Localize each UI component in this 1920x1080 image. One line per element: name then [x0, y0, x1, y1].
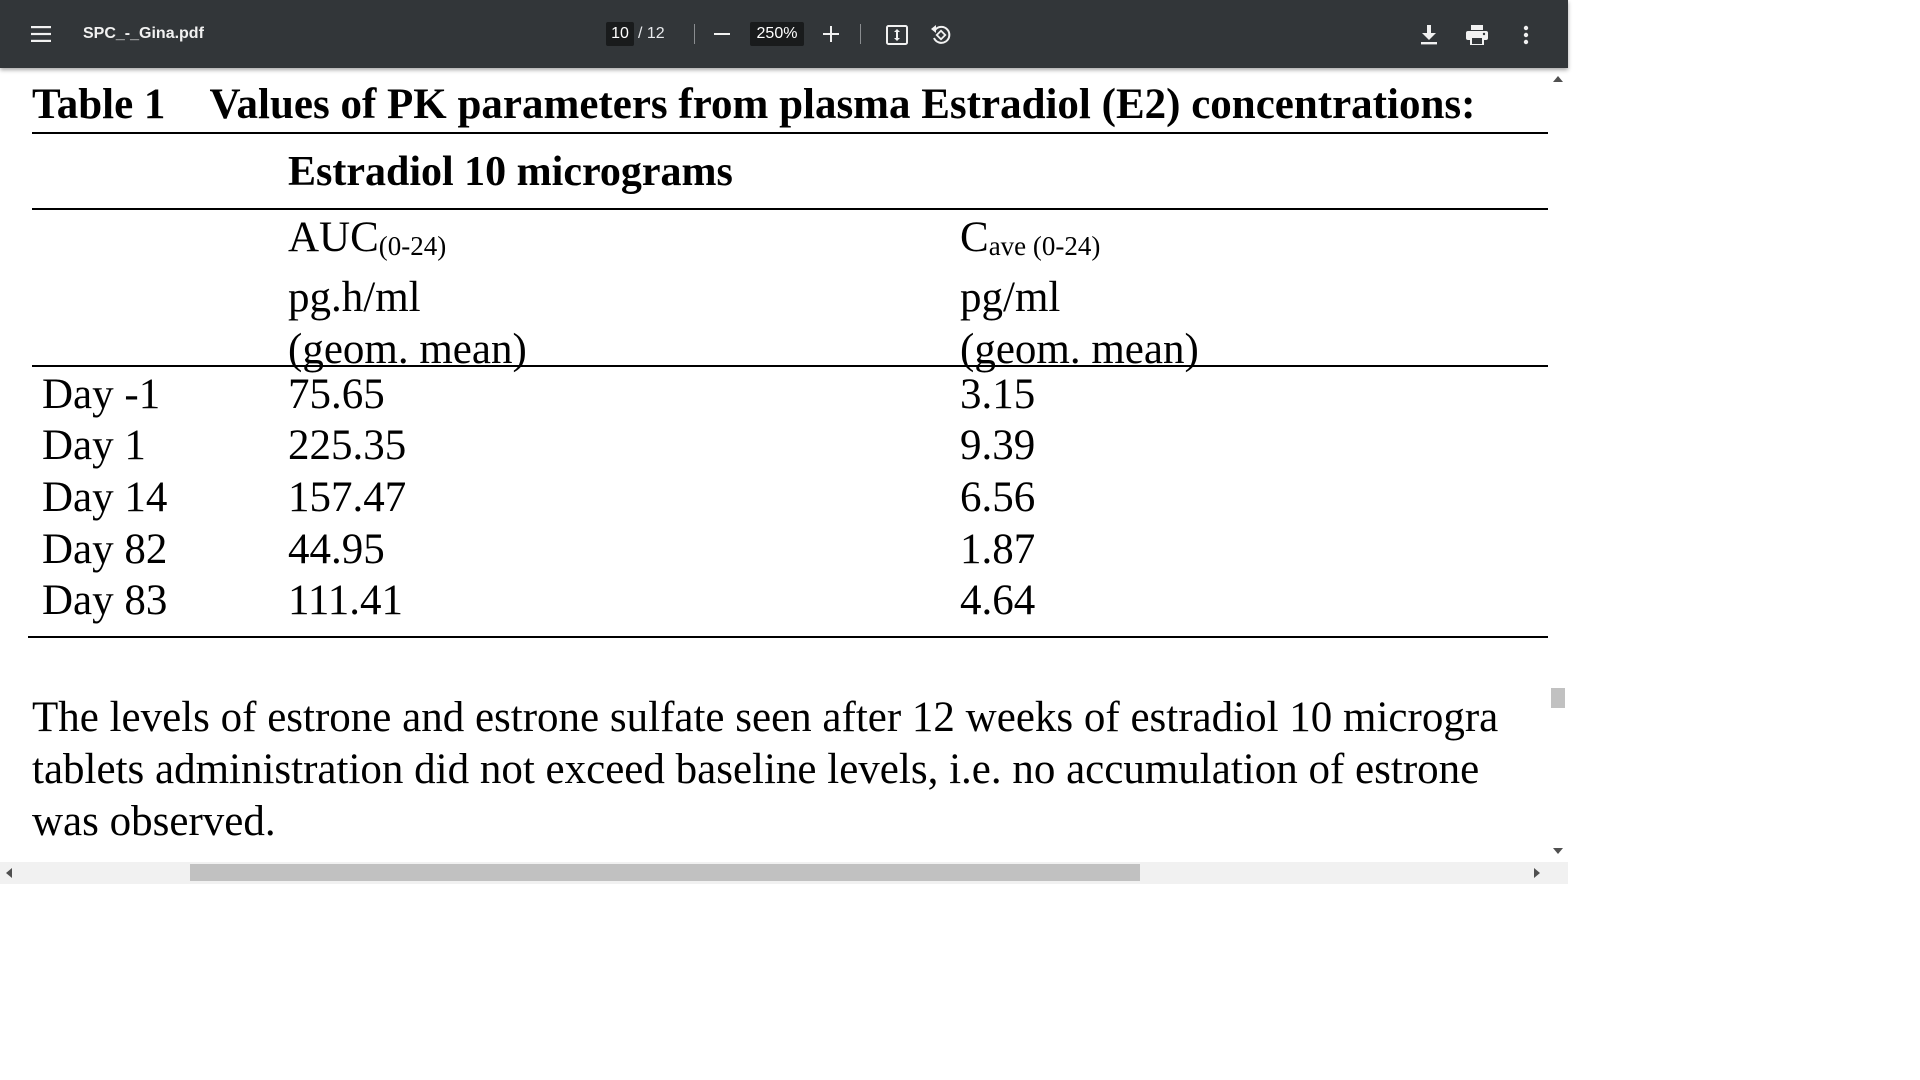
day-cell: Day 83	[42, 577, 168, 624]
day-cell: Day 82	[42, 526, 168, 573]
zoom-input[interactable]: 250%	[750, 22, 804, 46]
scroll-left-arrow-icon[interactable]	[6, 868, 12, 878]
day-cell: Day -1	[42, 371, 161, 418]
table-rule	[32, 365, 1548, 367]
scroll-up-arrow-icon[interactable]	[1553, 76, 1563, 82]
auc-header-sub: (0-24)	[378, 231, 447, 261]
horizontal-scroll-thumb[interactable]	[190, 864, 1140, 881]
auc-header-unit: pg.h/ml	[288, 274, 421, 321]
menu-button[interactable]	[22, 16, 60, 52]
scroll-right-arrow-icon[interactable]	[1534, 868, 1540, 878]
cave-cell: 6.56	[960, 474, 1036, 521]
file-title: SPC_-_Gina.pdf	[83, 25, 204, 42]
pdf-toolbar: SPC_-_Gina.pdf 10 / 12 250%	[0, 0, 1568, 68]
auc-header-main: AUC	[288, 214, 379, 261]
hamburger-menu-icon	[31, 26, 51, 42]
cave-header-unit: pg/ml	[960, 274, 1061, 321]
auc-cell: 44.95	[288, 526, 385, 573]
cave-cell: 9.39	[960, 422, 1036, 469]
cave-header-main: C	[960, 214, 989, 261]
zoom-in-button[interactable]	[815, 18, 847, 50]
fit-to-page-button[interactable]	[880, 18, 914, 52]
vertical-scroll-thumb[interactable]	[1551, 688, 1565, 708]
table-subtitle: Estradiol 10 micrograms	[288, 149, 733, 195]
table-heading: Values of PK parameters from plasma Estr…	[209, 81, 1476, 128]
day-cell: Day 1	[42, 422, 146, 469]
download-icon	[1421, 25, 1437, 45]
print-icon	[1466, 25, 1488, 45]
auc-cell: 225.35	[288, 422, 407, 469]
cave-cell: 4.64	[960, 577, 1036, 624]
page-number-input[interactable]: 10	[606, 22, 634, 46]
rotate-button[interactable]	[924, 18, 958, 52]
scroll-down-arrow-icon[interactable]	[1553, 848, 1563, 854]
table-title: Table 1 Values of PK parameters from plas…	[32, 80, 1475, 129]
auc-cell: 111.41	[288, 577, 404, 624]
rotate-icon	[931, 25, 951, 44]
plus-icon	[823, 26, 839, 42]
auc-cell: 75.65	[288, 371, 385, 418]
paragraph-line: The levels of estrone and estrone sulfat…	[32, 694, 1499, 741]
cave-column-header: Cave (0-24) pg/ml (geom. mean)	[960, 212, 1199, 376]
page-count: / 12	[638, 25, 665, 42]
auc-cell: 157.47	[288, 474, 407, 521]
minus-icon	[714, 33, 730, 35]
zoom-out-button[interactable]	[706, 18, 738, 50]
more-vert-icon	[1523, 25, 1529, 45]
body-paragraph: The levels of estrone and estrone sulfat…	[32, 692, 1498, 848]
auc-column-header: AUC(0-24) pg.h/ml (geom. mean)	[288, 212, 527, 376]
vertical-scrollbar[interactable]	[1548, 68, 1568, 862]
table-rule	[28, 636, 1548, 638]
more-actions-button[interactable]	[1510, 18, 1542, 52]
cave-cell: 1.87	[960, 526, 1036, 573]
print-button[interactable]	[1460, 18, 1494, 52]
table-rule	[32, 208, 1548, 210]
cave-cell: 3.15	[960, 371, 1036, 418]
table-rule	[32, 132, 1548, 134]
table-label: Table 1	[32, 81, 166, 128]
day-cell: Day 14	[42, 474, 168, 521]
toolbar-divider	[694, 24, 695, 44]
toolbar-divider	[860, 24, 861, 44]
paragraph-line: tablets administration did not exceed ba…	[32, 746, 1480, 793]
cave-header-sub: ave (0-24)	[988, 231, 1101, 261]
download-button[interactable]	[1412, 18, 1446, 52]
pdf-page: Table 1 Values of PK parameters from plas…	[0, 68, 1548, 862]
fit-page-icon	[886, 25, 908, 45]
paragraph-line: was observed.	[32, 798, 276, 845]
